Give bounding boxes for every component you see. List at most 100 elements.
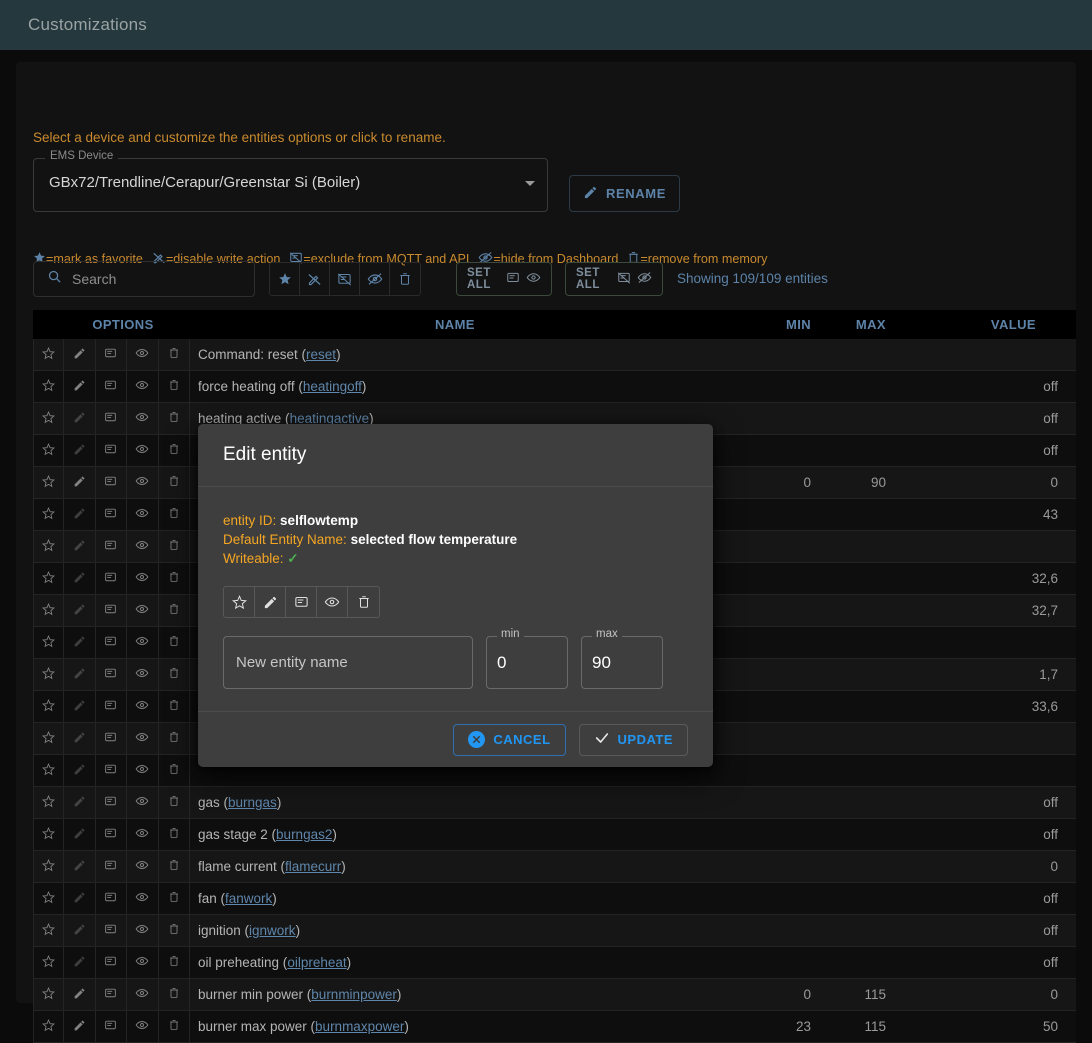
- row-visibility-button[interactable]: [127, 723, 158, 754]
- table-row[interactable]: Command: reset (reset): [33, 339, 1076, 371]
- row-edit-button[interactable]: [64, 755, 95, 786]
- row-mqtt-button[interactable]: [96, 627, 127, 658]
- row-edit-button[interactable]: [64, 563, 95, 594]
- row-delete-button[interactable]: [159, 371, 190, 402]
- row-favorite-button[interactable]: [33, 947, 64, 978]
- row-visibility-button[interactable]: [127, 947, 158, 978]
- row-favorite-button[interactable]: [33, 435, 64, 466]
- row-visibility-button[interactable]: [127, 563, 158, 594]
- row-favorite-button[interactable]: [33, 467, 64, 498]
- row-favorite-button[interactable]: [33, 627, 64, 658]
- dialog-edit-button[interactable]: [255, 587, 286, 617]
- row-edit-button[interactable]: [64, 1011, 95, 1042]
- row-favorite-button[interactable]: [33, 915, 64, 946]
- row-favorite-button[interactable]: [33, 723, 64, 754]
- row-mqtt-button[interactable]: [96, 851, 127, 882]
- new-entity-name-field[interactable]: [223, 636, 473, 689]
- row-visibility-button[interactable]: [127, 755, 158, 786]
- row-edit-button[interactable]: [64, 915, 95, 946]
- row-delete-button[interactable]: [159, 595, 190, 626]
- row-visibility-button[interactable]: [127, 979, 158, 1010]
- entity-id-link[interactable]: reset: [306, 347, 336, 362]
- row-edit-button[interactable]: [64, 627, 95, 658]
- row-visibility-button[interactable]: [127, 403, 158, 434]
- row-mqtt-button[interactable]: [96, 915, 127, 946]
- row-mqtt-button[interactable]: [96, 371, 127, 402]
- entity-id-link[interactable]: oilpreheat: [287, 955, 346, 970]
- row-delete-button[interactable]: [159, 883, 190, 914]
- row-visibility-button[interactable]: [127, 659, 158, 690]
- row-favorite-button[interactable]: [33, 691, 64, 722]
- rename-button[interactable]: RENAME: [569, 175, 680, 212]
- row-visibility-button[interactable]: [127, 339, 158, 370]
- cancel-button[interactable]: CANCEL: [453, 724, 565, 756]
- row-mqtt-button[interactable]: [96, 563, 127, 594]
- entity-id-link[interactable]: burngas: [228, 795, 277, 810]
- row-delete-button[interactable]: [159, 979, 190, 1010]
- row-favorite-button[interactable]: [33, 371, 64, 402]
- max-field[interactable]: max: [581, 636, 663, 689]
- row-visibility-button[interactable]: [127, 371, 158, 402]
- search-input[interactable]: [72, 271, 232, 287]
- ems-device-select[interactable]: EMS Device GBx72/Trendline/Cerapur/Green…: [33, 158, 548, 212]
- bulk-hide-dashboard-button[interactable]: [360, 263, 390, 295]
- row-visibility-button[interactable]: [127, 435, 158, 466]
- row-mqtt-button[interactable]: [96, 979, 127, 1010]
- row-mqtt-button[interactable]: [96, 531, 127, 562]
- row-edit-button[interactable]: [64, 979, 95, 1010]
- table-row[interactable]: oil preheating (oilpreheat)off: [33, 947, 1076, 979]
- row-delete-button[interactable]: [159, 499, 190, 530]
- row-edit-button[interactable]: [64, 499, 95, 530]
- entity-id-link[interactable]: burngas2: [276, 827, 332, 842]
- row-favorite-button[interactable]: [33, 531, 64, 562]
- row-favorite-button[interactable]: [33, 787, 64, 818]
- row-delete-button[interactable]: [159, 435, 190, 466]
- row-delete-button[interactable]: [159, 339, 190, 370]
- row-visibility-button[interactable]: [127, 883, 158, 914]
- entity-id-link[interactable]: flamecurr: [285, 859, 341, 874]
- row-mqtt-button[interactable]: [96, 595, 127, 626]
- row-delete-button[interactable]: [159, 851, 190, 882]
- table-row[interactable]: ignition (ignwork)off: [33, 915, 1076, 947]
- bulk-delete-button[interactable]: [390, 263, 420, 295]
- row-visibility-button[interactable]: [127, 691, 158, 722]
- row-favorite-button[interactable]: [33, 403, 64, 434]
- row-delete-button[interactable]: [159, 819, 190, 850]
- row-delete-button[interactable]: [159, 563, 190, 594]
- row-edit-button[interactable]: [64, 819, 95, 850]
- row-delete-button[interactable]: [159, 691, 190, 722]
- bulk-favorite-button[interactable]: [270, 263, 300, 295]
- row-edit-button[interactable]: [64, 723, 95, 754]
- row-delete-button[interactable]: [159, 1011, 190, 1042]
- row-mqtt-button[interactable]: [96, 883, 127, 914]
- row-visibility-button[interactable]: [127, 851, 158, 882]
- row-visibility-button[interactable]: [127, 467, 158, 498]
- row-edit-button[interactable]: [64, 339, 95, 370]
- table-row[interactable]: flame current (flamecurr)0: [33, 851, 1076, 883]
- row-delete-button[interactable]: [159, 787, 190, 818]
- row-mqtt-button[interactable]: [96, 691, 127, 722]
- row-edit-button[interactable]: [64, 851, 95, 882]
- update-button[interactable]: UPDATE: [579, 724, 688, 756]
- row-delete-button[interactable]: [159, 403, 190, 434]
- table-row[interactable]: fan (fanwork)off: [33, 883, 1076, 915]
- row-mqtt-button[interactable]: [96, 467, 127, 498]
- row-edit-button[interactable]: [64, 435, 95, 466]
- row-mqtt-button[interactable]: [96, 1011, 127, 1042]
- entity-id-link[interactable]: burnminpower: [311, 987, 397, 1002]
- row-edit-button[interactable]: [64, 947, 95, 978]
- bulk-no-write-button[interactable]: [300, 263, 330, 295]
- row-favorite-button[interactable]: [33, 851, 64, 882]
- row-edit-button[interactable]: [64, 883, 95, 914]
- min-input[interactable]: [497, 636, 559, 689]
- row-mqtt-button[interactable]: [96, 723, 127, 754]
- entity-id-link[interactable]: fanwork: [225, 891, 272, 906]
- entity-id-link[interactable]: heatingoff: [303, 379, 362, 394]
- row-favorite-button[interactable]: [33, 819, 64, 850]
- row-mqtt-button[interactable]: [96, 755, 127, 786]
- row-mqtt-button[interactable]: [96, 947, 127, 978]
- row-edit-button[interactable]: [64, 531, 95, 562]
- row-mqtt-button[interactable]: [96, 659, 127, 690]
- set-all-exclude-button[interactable]: SET ALL: [565, 262, 663, 296]
